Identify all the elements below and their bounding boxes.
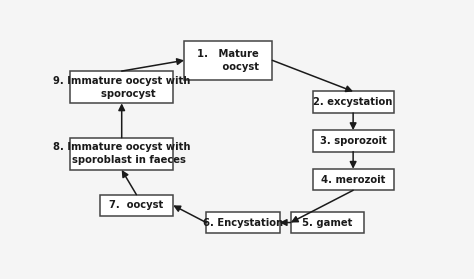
Text: 5. gamet: 5. gamet [302, 218, 353, 228]
FancyBboxPatch shape [100, 195, 173, 216]
Text: 3. sporozoit: 3. sporozoit [320, 136, 386, 146]
Text: 6. Encystation: 6. Encystation [203, 218, 283, 228]
FancyBboxPatch shape [206, 212, 280, 233]
Text: 2. excystation: 2. excystation [313, 97, 393, 107]
FancyBboxPatch shape [184, 41, 272, 80]
Text: 1.   Mature
       oocyst: 1. Mature oocyst [197, 49, 259, 72]
FancyBboxPatch shape [313, 169, 393, 190]
FancyBboxPatch shape [313, 92, 393, 113]
FancyBboxPatch shape [291, 212, 364, 233]
Text: 4. merozoit: 4. merozoit [321, 175, 385, 185]
FancyBboxPatch shape [70, 138, 173, 170]
FancyBboxPatch shape [313, 130, 393, 152]
Text: 9. Immature oocyst with
    sporocyst: 9. Immature oocyst with sporocyst [53, 76, 191, 99]
FancyBboxPatch shape [70, 71, 173, 103]
Text: 7.  oocyst: 7. oocyst [109, 200, 164, 210]
Text: 8. Immature oocyst with
    sporoblast in faeces: 8. Immature oocyst with sporoblast in fa… [53, 142, 191, 165]
